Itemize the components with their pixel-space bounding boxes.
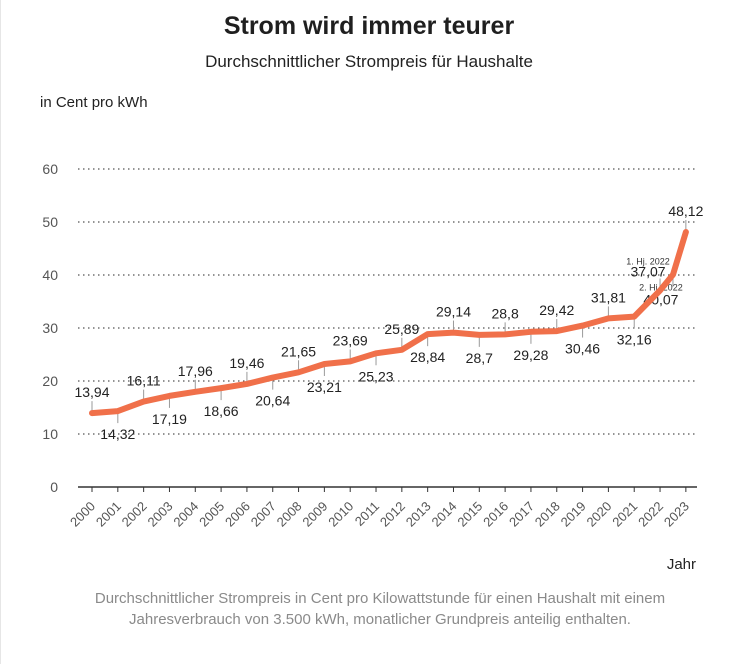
x-tick-label: 2023	[661, 499, 692, 530]
x-tick-label: 2014	[429, 499, 460, 530]
data-label: 37,07	[631, 264, 666, 280]
y-tick-label: 30	[42, 320, 58, 336]
x-tick-label: 2015	[454, 499, 485, 530]
x-tick-label: 2000	[67, 499, 98, 530]
data-label: 19,46	[229, 355, 264, 371]
y-tick-label: 20	[42, 373, 58, 389]
data-label: 28,84	[410, 349, 445, 365]
data-label: 29,14	[436, 304, 471, 320]
chart-title: Strom wird immer teurer	[223, 12, 515, 40]
x-tick-label: 2003	[145, 499, 176, 530]
data-label: 28,7	[466, 350, 493, 366]
x-tick-label: 2021	[609, 499, 640, 530]
chart-subtitle: Durchschnittlicher Strompreis für Hausha…	[205, 52, 533, 71]
x-tick-label: 2019	[558, 499, 589, 530]
x-tick-label: 2005	[196, 499, 227, 530]
x-tick-label: 2018	[532, 499, 563, 530]
data-label: 29,42	[539, 302, 574, 318]
y-axis-label: in Cent pro kWh	[40, 94, 148, 111]
x-tick-label: 2016	[480, 499, 511, 530]
y-tick-label: 0	[50, 479, 58, 495]
y-tick-label: 40	[42, 267, 58, 283]
x-axis-label: Jahr	[666, 556, 696, 573]
chart-footnote: Durchschnittlicher Strompreis in Cent pr…	[94, 590, 666, 628]
data-sublabel: 1. Hj. 2022	[626, 257, 670, 267]
data-label: 17,96	[178, 363, 213, 379]
y-tick-label: 10	[42, 426, 58, 442]
data-label: 20,64	[255, 393, 290, 409]
data-label: 25,89	[384, 321, 419, 337]
x-tick-label: 2010	[325, 499, 356, 530]
data-label: 16,11	[127, 373, 161, 389]
data-label: 21,65	[281, 343, 316, 359]
x-tick-label: 2007	[248, 499, 279, 530]
x-tick-label: 2012	[377, 499, 408, 530]
data-label: 17,19	[152, 411, 187, 427]
x-tick-label: 2006	[222, 499, 253, 530]
y-tick-label: 60	[42, 161, 58, 177]
data-label: 30,46	[565, 341, 600, 357]
data-label: 23,69	[333, 332, 368, 348]
data-label: 14,32	[100, 426, 135, 442]
x-tick-label: 2022	[635, 499, 666, 530]
x-tick-label: 2009	[299, 499, 330, 530]
y-tick-label: 50	[42, 214, 58, 230]
x-tick-label: 2001	[93, 499, 124, 530]
data-label: 18,66	[204, 403, 239, 419]
data-label: 31,81	[591, 289, 626, 305]
data-label: 48,12	[668, 203, 703, 219]
data-label: 13,94	[74, 384, 109, 400]
x-tick-label: 2017	[506, 499, 537, 530]
series-line	[89, 229, 689, 417]
x-tick-label: 2013	[403, 499, 434, 530]
data-label: 28,8	[491, 305, 518, 321]
x-tick-label: 2011	[352, 499, 382, 529]
frame-border	[0, 0, 1, 664]
x-tick-label: 2002	[119, 499, 150, 530]
x-tick-label: 2008	[274, 499, 305, 530]
x-tick-label: 2020	[583, 499, 614, 530]
data-label: 25,23	[358, 368, 393, 384]
x-tick-label: 2004	[170, 499, 201, 530]
data-label: 23,21	[307, 379, 342, 395]
data-label: 32,16	[617, 332, 652, 348]
data-label: 29,28	[513, 347, 548, 363]
